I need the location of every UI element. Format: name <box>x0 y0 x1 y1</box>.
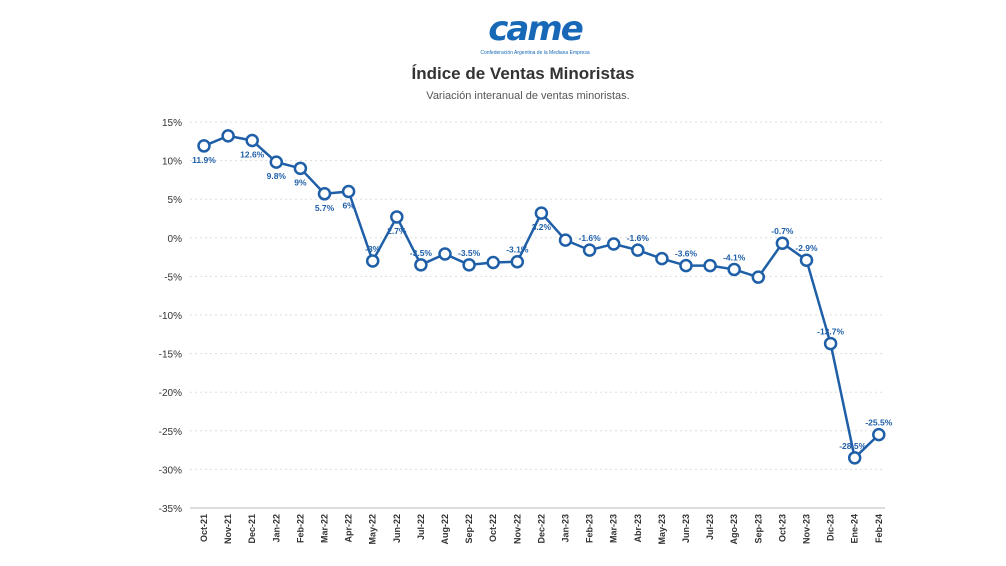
data-point <box>558 233 573 247</box>
x-tick-label: Aug-22 <box>440 514 450 545</box>
data-point <box>703 258 717 273</box>
x-tick-label: Jun-23 <box>681 514 691 543</box>
x-tick-label: Oct-23 <box>777 514 787 542</box>
data-point <box>414 258 428 272</box>
x-tick-label: Jun-22 <box>392 514 402 543</box>
x-tick-label: Mar-23 <box>609 514 619 543</box>
data-point <box>269 155 284 169</box>
axis-layer: 15% 10% 5% 0% -5% -10% -15% -20% -25% -30% -35% Oct… <box>159 118 885 545</box>
data-label: 12.6% <box>240 150 265 160</box>
data-point <box>390 210 404 224</box>
x-tick-label: Mar-22 <box>320 514 330 543</box>
y-tick-label: 5% <box>168 195 183 206</box>
x-tick-label: Sep-23 <box>753 514 763 544</box>
y-tick-label: -20% <box>159 388 182 399</box>
data-point <box>751 270 766 284</box>
x-tick-label: Abr-23 <box>633 514 643 543</box>
data-label: -13.7% <box>817 327 844 337</box>
data-point <box>486 255 500 270</box>
data-point <box>872 427 886 442</box>
x-tick-label: Dec-22 <box>536 514 546 544</box>
x-tick-label: Jul-23 <box>705 514 715 540</box>
data-label: -4.1% <box>723 252 746 262</box>
x-tick-label: Oct-22 <box>488 514 498 542</box>
data-point <box>510 254 525 269</box>
data-label: -0.7% <box>771 226 794 236</box>
data-point <box>823 336 838 351</box>
data-label: -3.1% <box>506 245 529 255</box>
data-point <box>317 187 332 201</box>
data-label: -3.5% <box>410 248 433 258</box>
x-tick-label: Nov-21 <box>223 514 233 544</box>
point-layer <box>197 129 886 465</box>
y-tick-label: -35% <box>159 504 182 515</box>
y-tick-label: -10% <box>159 311 182 322</box>
y-tick-label: 0% <box>168 234 183 245</box>
x-tick-label: Dic-23 <box>826 514 836 541</box>
data-point <box>679 258 693 273</box>
data-point <box>438 247 452 261</box>
x-tick-label: Feb-22 <box>295 514 305 543</box>
data-point <box>655 251 669 266</box>
logo-subtext: Confederación Argentina de la Mediana Em… <box>480 50 590 56</box>
x-tick-label: Nov-22 <box>512 514 522 544</box>
y-tick-label: -15% <box>159 350 182 361</box>
x-tick-label: Ago-23 <box>729 514 739 545</box>
x-tick-label: May-22 <box>368 514 378 545</box>
data-label: -25.5% <box>865 418 892 428</box>
x-tick-label: Ene-24 <box>850 514 860 544</box>
x-tick-label: Jul-22 <box>416 514 426 540</box>
x-tick-label: Feb-23 <box>585 514 595 543</box>
data-label: -3.6% <box>675 249 698 259</box>
logo-wordmark: came <box>488 9 584 49</box>
label-layer: 11.9% 12.6% 9.8% 9% 5.7% 6% -3% 2.7% -3.5% -3.5% -… <box>192 150 893 451</box>
data-label: 6% <box>342 200 355 210</box>
x-tick-label: Apr-22 <box>344 514 354 543</box>
data-point <box>197 139 211 153</box>
chart-subtitle: Variación interanual de ventas minorista… <box>426 90 630 102</box>
data-point <box>341 184 356 199</box>
y-tick-label: 10% <box>162 157 182 168</box>
chart-title: Índice de Ventas Minoristas <box>411 64 635 83</box>
data-point <box>582 243 597 257</box>
data-point <box>462 258 476 272</box>
data-point <box>221 129 235 143</box>
y-tick-label: -30% <box>159 465 182 476</box>
data-point <box>847 451 862 465</box>
data-point <box>775 236 790 250</box>
data-label: -28.5% <box>839 441 866 451</box>
y-tick-label: 15% <box>162 118 182 129</box>
y-tick-label: -25% <box>159 427 182 438</box>
data-label: 9% <box>294 177 307 187</box>
x-tick-label: Nov-23 <box>802 514 812 544</box>
data-label: 2.7% <box>387 226 407 236</box>
came-logo: came Confederación Argentina de la Media… <box>470 10 600 62</box>
x-tick-label: Feb-24 <box>874 514 884 543</box>
data-label: -2.9% <box>795 243 818 253</box>
data-label: 5.7% <box>315 203 335 213</box>
x-tick-label: Dec-21 <box>247 514 257 544</box>
data-point <box>727 262 741 277</box>
data-point <box>799 253 814 267</box>
y-tick-label: -5% <box>164 272 182 283</box>
data-label: -3% <box>365 244 381 254</box>
data-label: 9.8% <box>267 171 287 181</box>
data-point <box>293 161 308 176</box>
x-tick-label: Jan-22 <box>271 514 281 543</box>
data-label: 11.9% <box>192 155 216 165</box>
data-label: -3.5% <box>458 248 481 258</box>
data-point <box>534 206 549 220</box>
data-label: -1.6% <box>627 233 650 243</box>
data-label: -1.6% <box>578 233 601 243</box>
x-tick-label: Jan-23 <box>561 514 571 543</box>
data-label: 3.2% <box>532 222 552 232</box>
x-tick-label: May-23 <box>657 514 667 545</box>
data-point <box>631 243 645 257</box>
x-tick-label: Sep-22 <box>464 514 474 544</box>
data-point <box>606 237 621 251</box>
data-point <box>365 254 380 268</box>
data-point <box>245 133 259 148</box>
x-tick-label: Oct-21 <box>199 514 209 542</box>
